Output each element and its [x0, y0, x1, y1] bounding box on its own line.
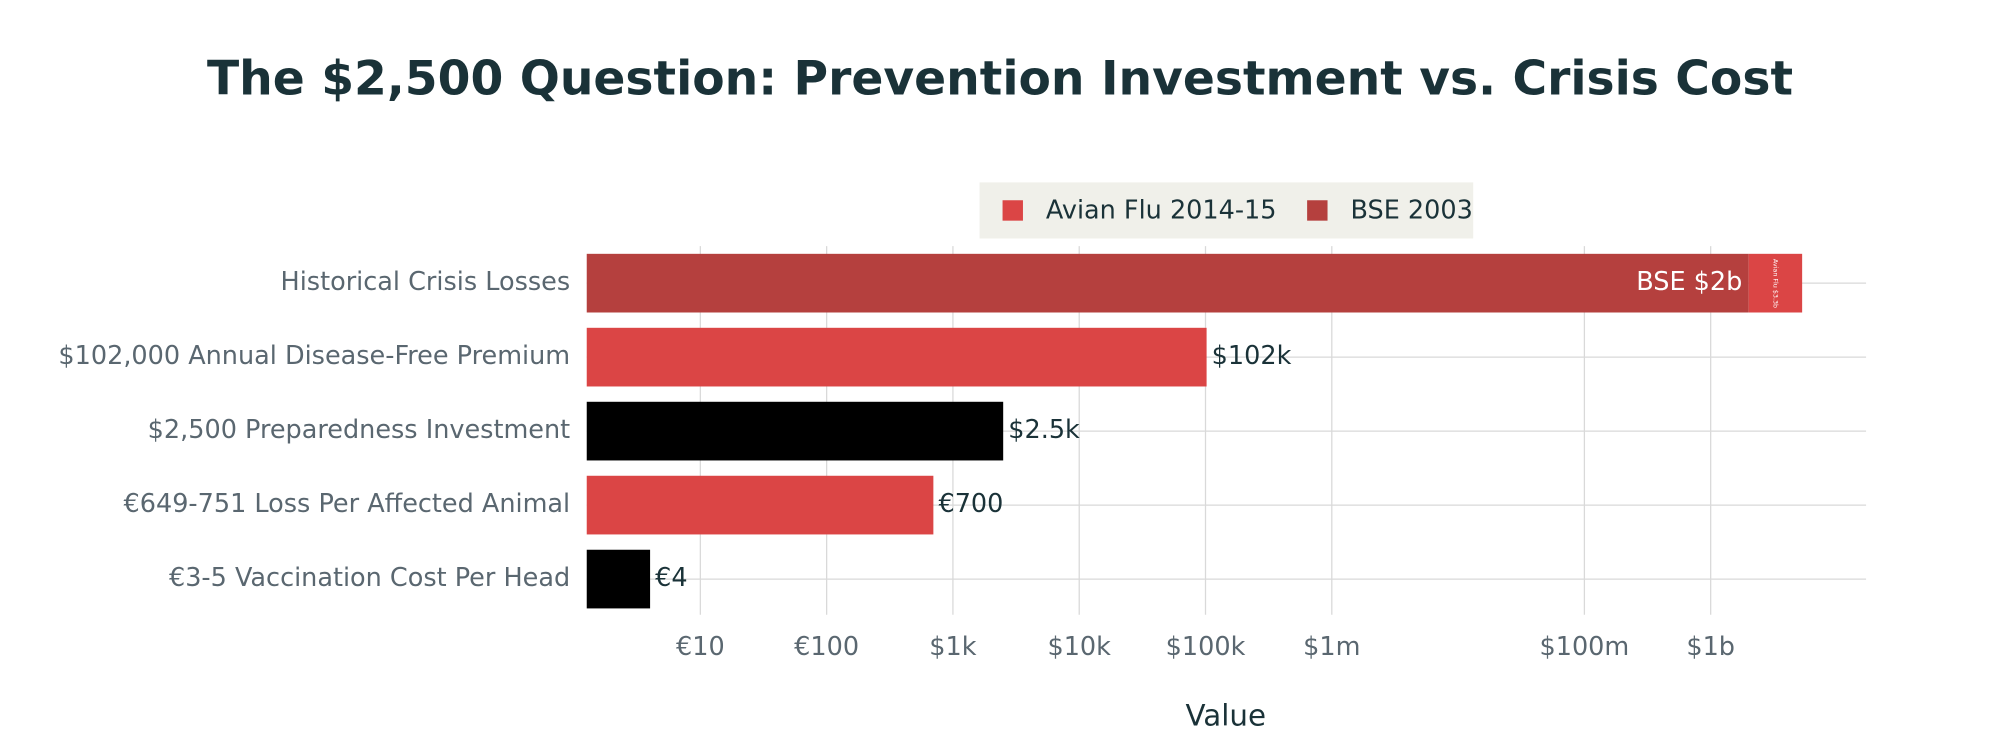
x-tick-label: $1b [1686, 632, 1735, 662]
x-tick-label: $100k [1166, 632, 1246, 662]
bar [1748, 253, 1803, 313]
x-axis-title: Value [1185, 698, 1266, 732]
y-tick-label: €3-5 Vaccination Cost Per Head [169, 563, 570, 593]
legend-box [979, 182, 1474, 239]
x-tick-label: $10k [1047, 632, 1111, 662]
value-label: $102k [1212, 341, 1292, 371]
legend-label: Avian Flu 2014-15 [1046, 196, 1277, 226]
y-tick-label: €649-751 Loss Per Affected Animal [124, 489, 571, 519]
x-tick-label: $100m [1540, 632, 1630, 662]
bar [586, 253, 1749, 313]
value-label: BSE $2b [1636, 267, 1742, 297]
x-tick-label: €10 [676, 632, 725, 662]
legend-swatch [1307, 200, 1328, 221]
value-label: $2.5k [1008, 415, 1080, 445]
value-label: €4 [655, 563, 687, 593]
x-tick-label: €100 [794, 632, 859, 662]
bar [586, 327, 1207, 387]
x-tick-label: $1m [1303, 632, 1360, 662]
y-tick-label: $102,000 Annual Disease-Free Premium [58, 341, 570, 371]
chart-title: The $2,500 Question: Prevention Investme… [207, 52, 1793, 107]
legend-swatch [1002, 200, 1023, 221]
bar [586, 475, 934, 535]
y-tick-label: $2,500 Preparedness Investment [148, 415, 570, 445]
y-tick-label: Historical Crisis Losses [281, 267, 571, 297]
bar [586, 401, 1004, 461]
value-label: Avian Flu $3.3b [1771, 259, 1779, 308]
value-label: €700 [938, 489, 1003, 519]
x-tick-label: $1k [929, 632, 976, 662]
legend-label: BSE 2003 [1350, 196, 1472, 226]
bar [586, 549, 651, 609]
